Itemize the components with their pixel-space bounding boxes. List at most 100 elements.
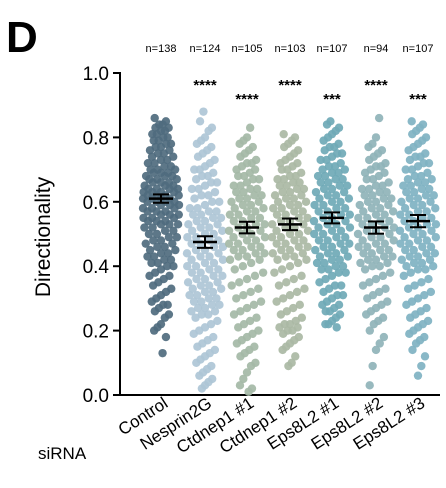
data-point bbox=[403, 175, 413, 184]
data-point bbox=[324, 265, 333, 274]
data-point bbox=[413, 207, 423, 216]
data-point bbox=[267, 220, 277, 229]
data-point bbox=[170, 165, 180, 174]
data-point bbox=[385, 229, 394, 239]
data-point bbox=[196, 210, 206, 219]
data-point bbox=[218, 242, 228, 252]
data-point bbox=[143, 216, 153, 226]
data-point bbox=[190, 165, 199, 174]
data-point bbox=[250, 191, 259, 200]
data-point bbox=[281, 239, 290, 248]
data-point bbox=[298, 207, 307, 216]
data-point bbox=[371, 255, 381, 264]
data-point bbox=[278, 187, 287, 197]
data-point bbox=[420, 178, 430, 187]
data-point bbox=[413, 252, 423, 261]
data-point bbox=[299, 184, 309, 194]
sample-size-label: n=105 bbox=[232, 43, 263, 55]
data-point bbox=[293, 200, 303, 210]
data-point bbox=[368, 262, 377, 271]
data-point bbox=[420, 290, 429, 300]
data-point bbox=[210, 307, 220, 316]
data-point bbox=[417, 258, 427, 268]
data-point bbox=[140, 223, 149, 232]
data-point bbox=[404, 223, 414, 232]
data-point bbox=[345, 210, 355, 219]
data-point bbox=[206, 178, 216, 187]
sample-size-label: n=107 bbox=[317, 43, 348, 55]
data-point bbox=[335, 255, 344, 264]
data-point bbox=[318, 165, 327, 174]
data-point bbox=[169, 262, 178, 271]
data-point bbox=[285, 262, 295, 271]
data-point bbox=[242, 207, 252, 216]
data-point bbox=[385, 216, 394, 226]
data-point bbox=[197, 310, 206, 319]
data-point bbox=[417, 361, 426, 371]
data-point bbox=[235, 278, 244, 287]
data-point bbox=[209, 242, 219, 252]
y-tick-label: 1.0 bbox=[83, 64, 109, 85]
data-point bbox=[183, 233, 192, 242]
data-point bbox=[145, 271, 154, 281]
data-point bbox=[278, 329, 288, 339]
data-point bbox=[295, 300, 304, 310]
data-point bbox=[402, 300, 411, 310]
data-point bbox=[148, 178, 158, 187]
data-point bbox=[363, 294, 372, 303]
data-point bbox=[193, 204, 202, 213]
data-point bbox=[215, 300, 224, 310]
data-point bbox=[255, 255, 264, 264]
data-point bbox=[200, 274, 210, 284]
data-point bbox=[279, 175, 289, 184]
data-point bbox=[275, 181, 284, 190]
data-point bbox=[289, 178, 298, 187]
data-point bbox=[285, 187, 295, 197]
data-point bbox=[185, 290, 194, 300]
data-point bbox=[336, 226, 346, 235]
panel-label: D bbox=[6, 13, 38, 62]
data-point bbox=[229, 216, 239, 226]
data-point bbox=[294, 229, 304, 239]
data-point bbox=[418, 200, 427, 210]
data-point bbox=[426, 287, 436, 297]
data-point bbox=[431, 220, 441, 229]
data-point bbox=[413, 178, 423, 187]
data-point bbox=[145, 245, 155, 255]
data-point bbox=[246, 361, 256, 371]
data-point bbox=[234, 210, 243, 219]
data-point bbox=[187, 184, 197, 194]
data-point bbox=[160, 162, 169, 171]
data-point bbox=[153, 258, 162, 268]
data-point bbox=[411, 339, 421, 348]
data-point bbox=[334, 268, 343, 277]
data-point bbox=[209, 258, 219, 268]
data-point bbox=[191, 313, 200, 322]
data-point bbox=[224, 226, 234, 235]
data-point bbox=[360, 191, 369, 200]
data-point bbox=[336, 239, 345, 248]
data-point bbox=[368, 175, 378, 184]
data-point bbox=[332, 323, 341, 332]
data-point bbox=[363, 213, 372, 223]
data-point bbox=[277, 265, 287, 274]
data-point bbox=[355, 200, 364, 210]
data-point bbox=[327, 197, 337, 206]
data-point bbox=[145, 146, 155, 155]
data-point bbox=[269, 204, 278, 213]
data-point bbox=[184, 220, 193, 229]
data-point bbox=[273, 197, 283, 206]
data-point bbox=[345, 223, 355, 232]
data-point bbox=[381, 284, 390, 293]
data-point bbox=[400, 233, 409, 242]
data-point bbox=[215, 197, 224, 206]
data-point bbox=[323, 236, 332, 245]
data-point bbox=[149, 236, 158, 245]
data-point bbox=[247, 213, 256, 223]
sample-size-label: n=107 bbox=[403, 43, 434, 55]
data-point bbox=[299, 236, 308, 245]
data-point bbox=[397, 255, 407, 264]
data-point bbox=[294, 213, 303, 223]
data-point bbox=[191, 175, 201, 184]
data-point bbox=[312, 258, 322, 268]
